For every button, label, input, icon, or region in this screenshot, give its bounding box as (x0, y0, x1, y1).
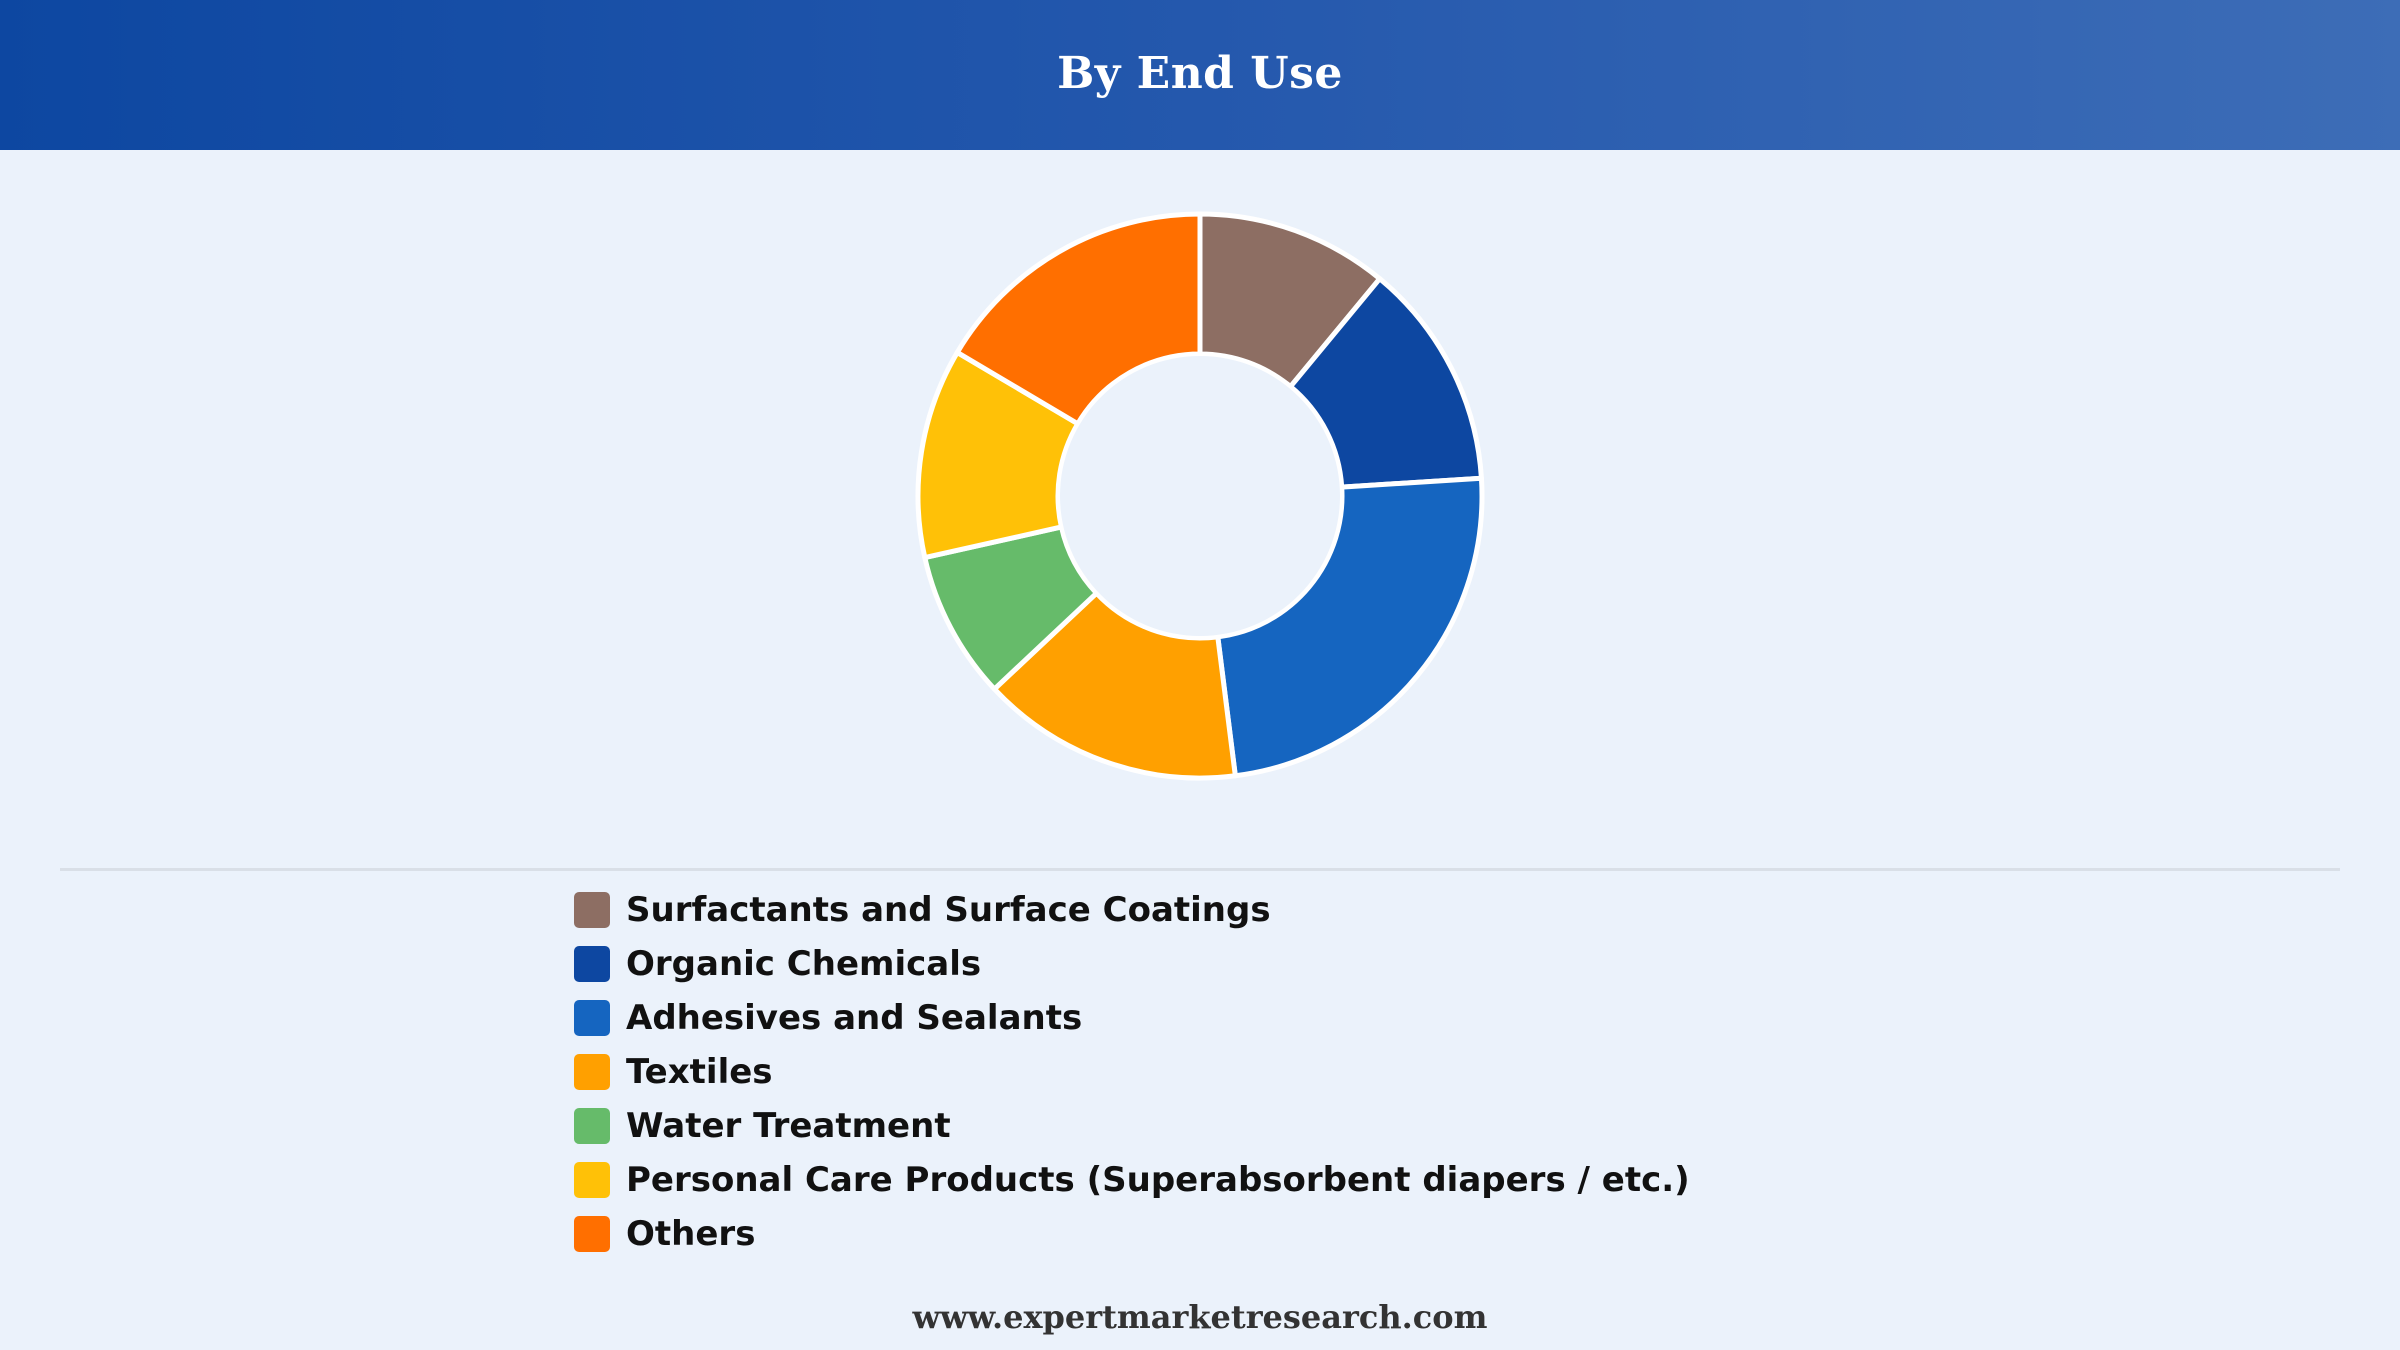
chart-legend: Surfactants and Surface Coatings Organic … (574, 883, 1690, 1261)
chart-title: By End Use (1057, 47, 1343, 99)
legend-item: Water Treatment (574, 1099, 1690, 1153)
legend-swatch (574, 946, 610, 982)
legend-label: Water Treatment (626, 1106, 951, 1146)
legend-item: Surfactants and Surface Coatings (574, 883, 1690, 937)
legend-swatch (574, 1108, 610, 1144)
legend-item: Adhesives and Sealants (574, 991, 1690, 1045)
legend-swatch (574, 1054, 610, 1090)
legend-label: Adhesives and Sealants (626, 998, 1083, 1038)
legend-label: Organic Chemicals (626, 944, 982, 984)
slice-organic-chemicals (1288, 276, 1484, 490)
legend-label: Textiles (626, 1052, 773, 1092)
slice-adhesives-and-sealants (1215, 475, 1485, 779)
slice-others (954, 211, 1203, 427)
legend-swatch (574, 1216, 610, 1252)
legend-item: Personal Care Products (Superabsorbent d… (574, 1153, 1690, 1207)
header-bar: By End Use (0, 0, 2400, 150)
legend-swatch (574, 1000, 610, 1036)
slice-personal-care-products-superabsorbent-diapers-etc (915, 349, 1081, 561)
legend-label: Surfactants and Surface Coatings (626, 890, 1271, 930)
divider (60, 868, 2340, 871)
legend-label: Personal Care Products (Superabsorbent d… (626, 1160, 1690, 1200)
legend-swatch (574, 892, 610, 928)
legend-item: Textiles (574, 1045, 1690, 1099)
legend-item: Organic Chemicals (574, 937, 1690, 991)
legend-label: Others (626, 1214, 756, 1254)
legend-swatch (574, 1162, 610, 1198)
legend-item: Others (574, 1207, 1690, 1261)
donut-chart (915, 211, 1485, 781)
slice-textiles (991, 590, 1238, 781)
footer-url: www.expertmarketresearch.com (912, 1298, 1488, 1336)
donut-hole (1060, 356, 1340, 636)
